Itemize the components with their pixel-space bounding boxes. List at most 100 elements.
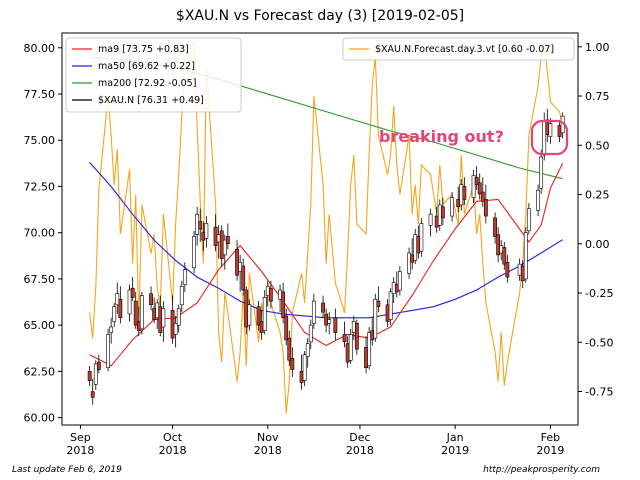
candle: [290, 347, 295, 377]
candle-body: [268, 287, 273, 302]
candle-body: [354, 323, 359, 350]
footer-source-link[interactable]: http://peakprosperity.com: [483, 465, 600, 475]
candle-body: [376, 300, 381, 307]
candle: [493, 212, 497, 244]
candle-body: [244, 289, 249, 328]
candle-body: [536, 189, 540, 211]
candle-body: [182, 269, 187, 285]
candle-body: [96, 361, 101, 370]
candle-body: [496, 234, 501, 256]
x-tick-label-month: Jan: [446, 431, 464, 444]
candle-body: [345, 343, 350, 363]
candle-body: [204, 223, 209, 239]
y-left-tick-label: 77.50: [24, 88, 56, 101]
candle-body: [413, 234, 418, 261]
candle-body: [308, 324, 313, 343]
candle-body: [505, 261, 510, 278]
candle-body: [133, 300, 138, 326]
candle-body: [262, 297, 267, 331]
candle-body: [90, 391, 95, 398]
candle: [241, 258, 246, 296]
candle: [106, 328, 110, 372]
candle: [305, 338, 310, 368]
forecast-line: [89, 41, 564, 414]
candle-body: [222, 239, 227, 256]
candle-body: [480, 191, 485, 202]
candle-body: [130, 287, 135, 298]
candle-body: [259, 321, 264, 333]
footer-last-update: Last update Feb 6, 2019: [12, 465, 122, 475]
candle-body: [557, 125, 562, 137]
candle: [198, 208, 203, 242]
legend-label-ma9: ma9 [73.75 +0.83]: [98, 44, 189, 55]
candle-body: [474, 176, 479, 185]
candle-body: [216, 234, 221, 243]
candle: [284, 308, 289, 346]
candle: [287, 330, 292, 366]
legend-label-price: $XAU.N [76.31 +0.49]: [98, 95, 204, 106]
candle: [496, 227, 501, 263]
candle-body: [373, 298, 378, 339]
legend-label-ma50: ma50 [69.62 +0.22]: [98, 61, 195, 72]
candle-body: [542, 121, 547, 156]
candle-body: [456, 199, 461, 208]
candle-body: [136, 321, 141, 331]
candle: [222, 234, 227, 270]
candle: [225, 223, 230, 250]
candle-body: [106, 334, 110, 368]
candle-body: [367, 332, 372, 367]
candle: [302, 351, 307, 387]
candle-body: [520, 265, 525, 282]
candle-body: [397, 271, 402, 291]
candle: [367, 327, 372, 370]
candle-body: [173, 323, 178, 335]
candle: [93, 360, 98, 390]
legend-label-ma200: ma200 [72.92 -0.05]: [98, 78, 196, 89]
candle-body: [247, 304, 252, 326]
candle-body: [195, 213, 200, 235]
candle-body: [149, 293, 153, 306]
candle-body: [299, 371, 304, 383]
candle: [373, 293, 378, 342]
x-tick-label-year: 2018: [66, 444, 94, 457]
annotation-highlight: [530, 119, 569, 156]
candle: [462, 177, 467, 205]
y-right-tick-label: -0.25: [585, 287, 613, 300]
candle-body: [342, 334, 347, 343]
candle-body: [93, 363, 98, 385]
candle: [523, 227, 528, 283]
candle: [192, 230, 196, 274]
candle: [149, 286, 153, 311]
candle: [204, 216, 209, 248]
candle-body: [394, 284, 399, 293]
candle-body: [545, 119, 550, 135]
candle-body: [225, 236, 230, 245]
candle-body: [238, 261, 243, 272]
candle-body: [118, 298, 123, 319]
y-right-tick-label: 0.25: [585, 189, 610, 202]
candle: [182, 262, 187, 292]
candle-body: [179, 286, 184, 306]
candle: [342, 321, 347, 348]
candle-body: [115, 293, 120, 306]
candle-body: [305, 343, 310, 357]
x-tick-label-month: Sep: [70, 431, 91, 444]
candle-body: [548, 123, 553, 137]
candle-body: [284, 315, 289, 341]
candle-body: [152, 308, 157, 320]
candle: [388, 288, 393, 326]
y-left-tick-label: 67.50: [24, 273, 56, 286]
candle-body: [370, 330, 375, 341]
candle-body: [434, 215, 439, 228]
plot-area: [87, 41, 565, 414]
candle-body: [176, 308, 181, 326]
candle-body: [287, 337, 292, 361]
y-left-tick-label: 75.00: [24, 134, 56, 147]
candle: [112, 302, 117, 327]
x-tick-label-month: Feb: [541, 431, 560, 444]
candle: [173, 315, 178, 348]
y-right-tick-label: 0.75: [585, 90, 610, 103]
candle-body: [459, 184, 464, 206]
candle-body: [213, 226, 218, 246]
